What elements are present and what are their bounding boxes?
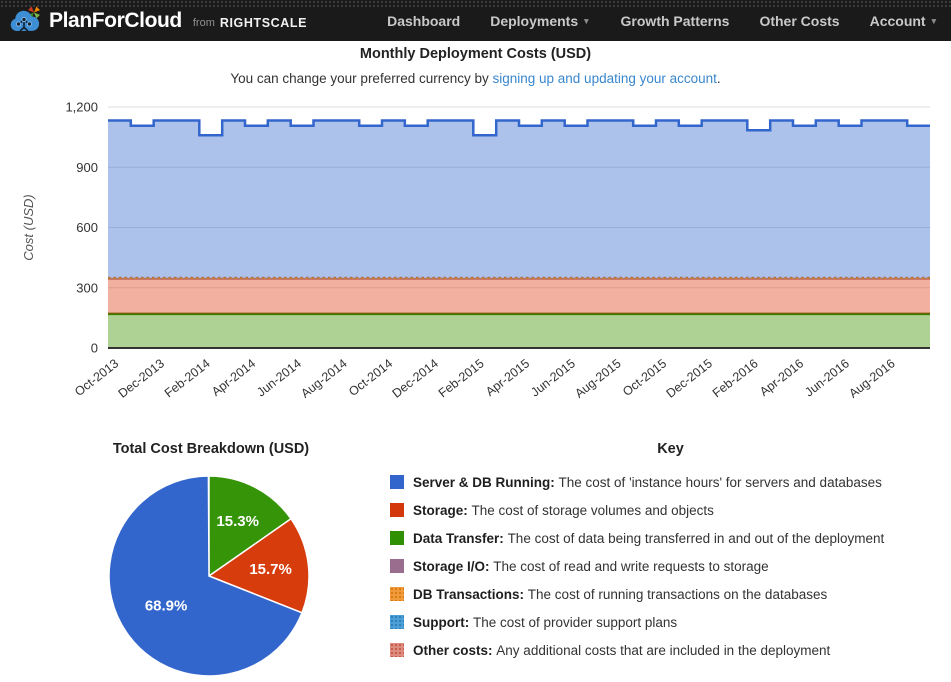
area-Server & DB Running [108,121,930,278]
y-tick-label: 600 [76,220,98,235]
y-tick-label: 900 [76,160,98,175]
key-desc: The cost of running transactions on the … [524,586,827,603]
pie-slice-label: 15.7% [249,561,292,578]
server-db-running-swatch-icon [390,475,404,489]
page-title: Monthly Deployment Costs (USD) [0,46,951,62]
nav-item-growth-patterns[interactable]: Growth Patterns [621,13,730,29]
chevron-down-icon: ▼ [582,16,590,26]
x-tick-label: Feb-2016 [710,356,761,400]
db-transactions-swatch-icon [390,587,404,601]
nav-item-account[interactable]: Account ▼ [870,13,938,29]
key-desc: The cost of storage volumes and objects [468,502,714,519]
key-row-storage: Storage: The cost of storage volumes and… [390,502,951,519]
x-tick-label: Aug-2016 [846,356,897,400]
data-transfer-swatch-icon [390,531,404,545]
x-tick-label: Dec-2013 [116,356,167,400]
total-cost-pie-chart: 15.3% 15.7% 68.9% [86,470,336,682]
pie-slice-label: 68.9% [145,597,188,614]
x-tick-label: Oct-2014 [346,356,395,399]
navbar: PlanForCloud from RIGHTSCALE Dashboard D… [0,0,951,41]
currency-account-link[interactable]: signing up and updating your account [492,71,716,86]
nav-item-label: Other Costs [759,13,839,29]
key-desc: Any additional costs that are included i… [493,642,831,659]
other-costs-swatch-icon [390,643,404,657]
brand-from: from [193,17,215,29]
x-tick-label: Dec-2015 [664,356,715,400]
currency-note-text: You can change your preferred currency b… [230,71,492,86]
x-tick-label: Aug-2014 [298,356,349,400]
x-tick-label: Jun-2016 [802,356,852,399]
currency-note-period: . [717,71,721,86]
key-row-db-transactions: DB Transactions: The cost of running tra… [390,586,951,603]
key-desc: The cost of provider support plans [469,614,677,631]
brand-rightscale: RIGHTSCALE [220,16,307,30]
key-row-data-transfer: Data Transfer: The cost of data being tr… [390,530,951,547]
page: PlanForCloud from RIGHTSCALE Dashboard D… [0,0,951,682]
chevron-down-icon: ▼ [930,16,938,26]
monthly-costs-area-chart: 03006009001,200Oct-2013Dec-2013Feb-2014A… [0,95,951,433]
x-tick-label: Oct-2015 [620,356,669,399]
storage-swatch-icon [390,503,404,517]
y-tick-label: 1,200 [65,100,98,115]
x-tick-label: Jun-2015 [528,356,578,399]
nav-item-label: Account [870,13,926,29]
brand-name: PlanForCloud [49,9,182,33]
key-row-storage-io: Storage I/O: The cost of read and write … [390,558,951,575]
x-tick-label: Apr-2015 [483,356,532,399]
key-row-server-db-running: Server & DB Running: The cost of 'instan… [390,474,951,491]
y-tick-label: 300 [76,280,98,295]
key-panel: Key Server & DB Running: The cost of 'in… [390,441,951,670]
area-Storage [108,279,930,314]
nav-item-deployments[interactable]: Deployments ▼ [490,13,590,29]
key-term: Storage I/O: [413,558,490,575]
x-tick-label: Apr-2016 [757,356,806,399]
key-term: Other costs: [413,642,493,659]
key-desc: The cost of read and write requests to s… [490,558,769,575]
x-tick-label: Feb-2014 [162,356,213,400]
support-swatch-icon [390,615,404,629]
key-term: Server & DB Running: [413,474,555,491]
nav-item-label: Deployments [490,13,578,29]
y-axis-title: Cost (USD) [21,194,36,260]
nav-item-other-costs[interactable]: Other Costs [759,13,839,29]
x-tick-label: Aug-2015 [572,356,623,400]
x-tick-label: Jun-2014 [254,356,304,399]
y-tick-label: 0 [91,341,98,356]
x-tick-label: Feb-2015 [436,356,487,400]
key-term: Data Transfer: [413,530,504,547]
key-desc: The cost of data being transferred in an… [504,530,885,547]
key-term: Storage: [413,502,468,519]
main-nav: Dashboard Deployments ▼ Growth Patterns O… [387,0,938,41]
brand[interactable]: PlanForCloud from RIGHTSCALE [8,5,307,37]
x-tick-label: Dec-2014 [390,356,441,400]
key-row-other-costs: Other costs: Any additional costs that a… [390,642,951,659]
pie-slice-label: 15.3% [216,513,259,530]
planforcloud-logo-icon [8,6,42,36]
key-desc: The cost of 'instance hours' for servers… [555,474,882,491]
key-term: DB Transactions: [413,586,524,603]
x-tick-label: Oct-2013 [72,356,121,399]
pie-chart-title: Total Cost Breakdown (USD) [86,441,336,457]
x-tick-label: Apr-2014 [209,356,258,399]
key-row-support: Support: The cost of provider support pl… [390,614,951,631]
currency-note: You can change your preferred currency b… [0,71,951,86]
key-term: Support: [413,614,469,631]
storage-io-swatch-icon [390,559,404,573]
key-title: Key [390,441,951,457]
nav-item-dashboard[interactable]: Dashboard [387,13,460,29]
nav-item-label: Growth Patterns [621,13,730,29]
area-Data Transfer [108,314,930,348]
nav-item-label: Dashboard [387,13,460,29]
